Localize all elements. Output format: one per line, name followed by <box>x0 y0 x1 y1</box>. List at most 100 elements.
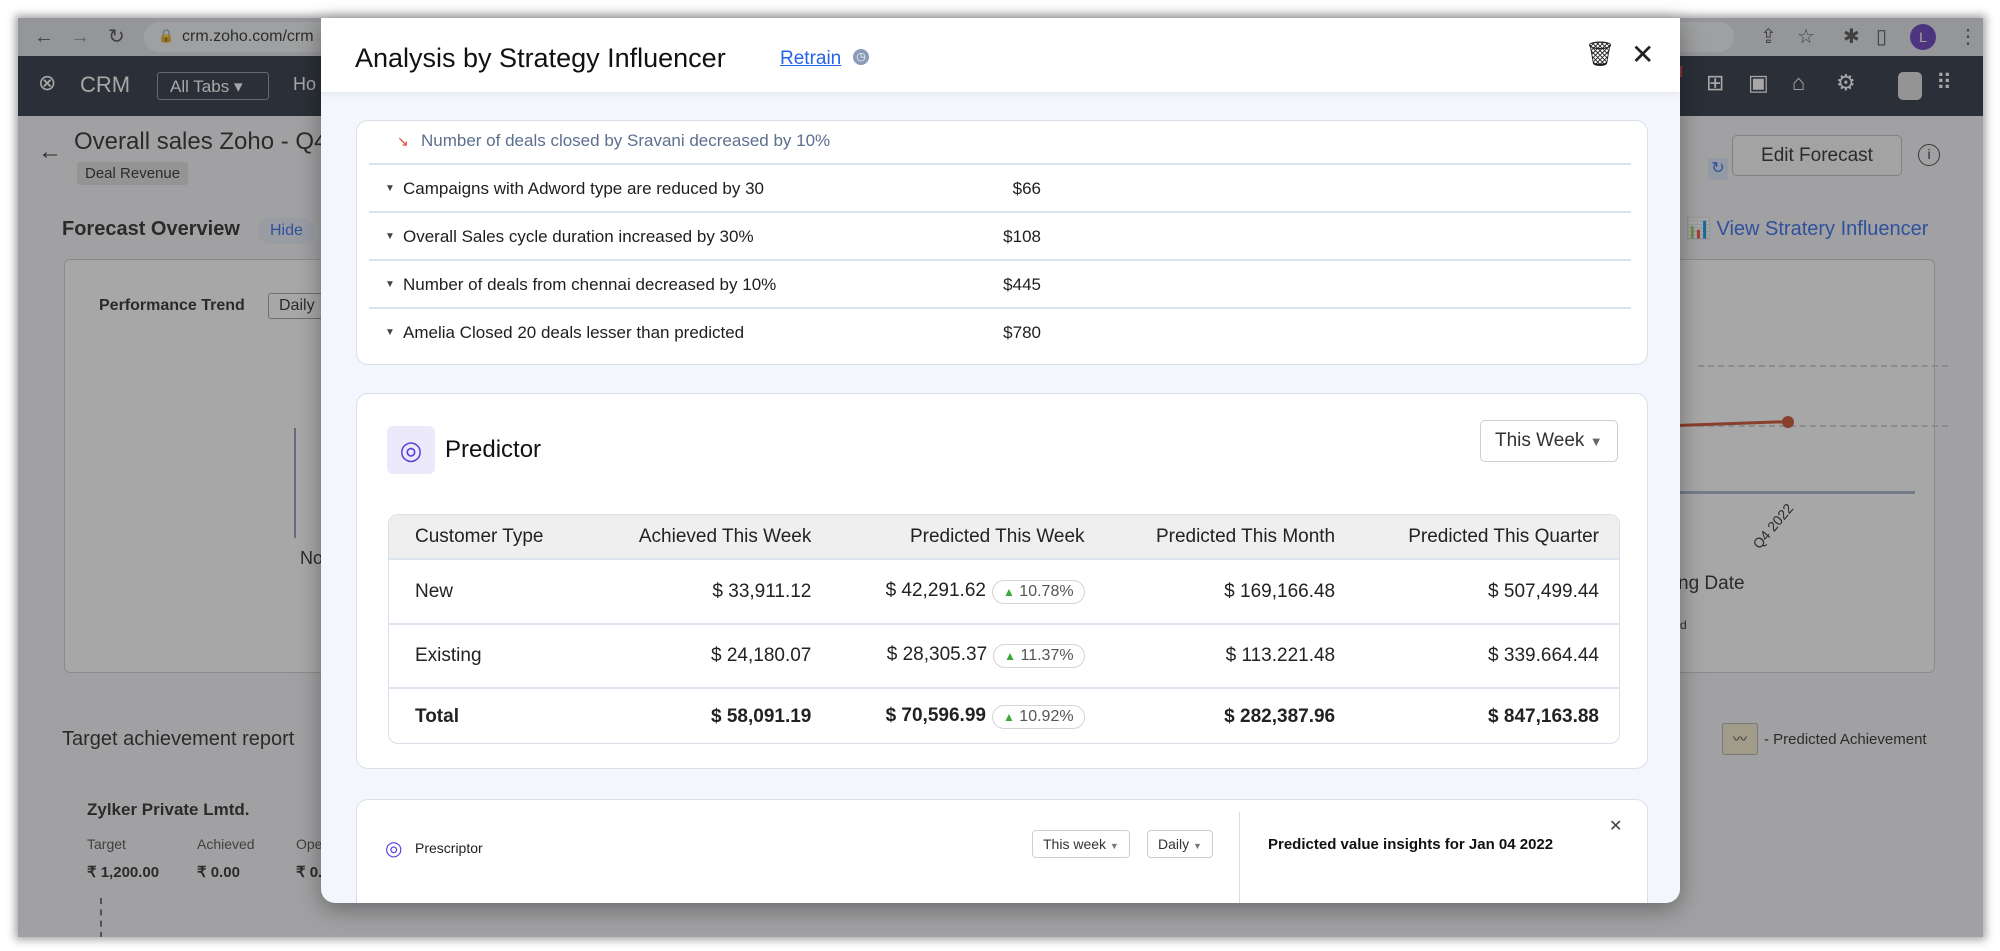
predicted-week-cell: $ 28,305.37 ▲ 11.37% <box>831 623 1105 688</box>
strategy-influencer-modal: Analysis by Strategy Influencer Retrain … <box>321 18 1680 903</box>
change-value: 10.92% <box>1019 707 1074 725</box>
extensions-icon[interactable]: ✱ <box>1843 26 1860 48</box>
create-icon[interactable]: ⊞ <box>1706 70 1725 95</box>
modal-header: Analysis by Strategy Influencer Retrain … <box>321 18 1680 92</box>
predicted-quarter: $ 339.664.44 <box>1355 623 1619 688</box>
predicted-quarter: $ 847,163.88 <box>1355 687 1619 743</box>
performance-trend-label: Performance Trend <box>99 297 245 314</box>
chart-x-label: No <box>300 548 324 568</box>
influencer-row[interactable]: ▼ Number of deals from chennai decreased … <box>369 259 1631 307</box>
settings-icon[interactable]: ⚙ <box>1836 70 1856 95</box>
gridline <box>1698 365 1948 367</box>
predictor-table: Customer Type Achieved This Week Predict… <box>388 514 1620 744</box>
arrow-up-icon: ▲ <box>1004 649 1017 663</box>
predicted-week-cell: $ 70,596.99 ▲ 10.92% <box>831 687 1105 743</box>
predictor-period-dropdown[interactable]: This Week ▼ <box>1480 420 1618 462</box>
influencer-label: Number of deals from chennai decreased b… <box>403 275 777 294</box>
change-badge: ▲ 10.92% <box>991 704 1085 729</box>
forward-icon[interactable]: → <box>70 26 90 48</box>
user-avatar[interactable] <box>1898 72 1922 100</box>
close-icon[interactable]: ✕ <box>1631 39 1655 70</box>
refresh-icon[interactable]: ↻ <box>1708 158 1728 180</box>
arrow-up-icon: ▲ <box>1002 709 1015 724</box>
influencer-value: $780 <box>1003 323 1041 342</box>
edit-forecast-button[interactable]: Edit Forecast <box>1732 135 1902 176</box>
profile-avatar[interactable]: L <box>1910 24 1936 50</box>
predicted-quarter: $ 507,499.44 <box>1355 558 1619 624</box>
close-insights-icon[interactable]: ✕ <box>1609 818 1623 835</box>
share-icon[interactable]: ⇪ <box>1760 26 1777 48</box>
hide-button[interactable]: Hide <box>258 218 315 244</box>
apps-grid-icon[interactable]: ⠿ <box>1936 70 1953 95</box>
chevron-down-icon: ▼ <box>1589 434 1603 449</box>
reload-icon[interactable]: ↻ <box>108 26 125 48</box>
col-customer-type: Customer Type <box>389 515 589 559</box>
predictor-title: Predictor <box>445 436 542 463</box>
achieved-week: $ 58,091.19 <box>588 687 832 743</box>
x-axis-title: ng Date <box>1678 573 1745 594</box>
info-icon[interactable]: i <box>1918 144 1940 166</box>
influencer-label: Amelia Closed 20 deals lesser than predi… <box>403 323 745 342</box>
col-predicted-week: Predicted This Week <box>831 515 1105 559</box>
delete-icon[interactable]: 🗑 <box>1585 41 1616 68</box>
all-tabs-label: All Tabs <box>170 77 230 96</box>
calendar-icon[interactable]: ▣ <box>1748 70 1769 95</box>
influencer-row[interactable]: ▼ Overall Sales cycle duration increased … <box>369 211 1631 259</box>
back-icon[interactable]: ← <box>34 26 54 48</box>
table-header-row: Customer Type Achieved This Week Predict… <box>389 515 1619 559</box>
divider <box>100 898 102 937</box>
page-title: Overall sales Zoho - Q4 <box>74 128 328 155</box>
prescriptor-period-label: This week <box>1043 836 1107 852</box>
view-strategy-influencer-link[interactable]: 📊 View Stratery Influencer <box>1686 216 1928 241</box>
retrain-link[interactable]: Retrain <box>780 48 842 69</box>
customer-type: Total <box>389 687 589 743</box>
predictor-icon: ◎ <box>387 426 435 474</box>
predicted-week: $ 28,305.37 <box>886 644 988 665</box>
chart-x-axis <box>1680 491 1915 494</box>
change-badge: ▲ 11.37% <box>993 644 1085 668</box>
influencer-value: $445 <box>1003 275 1041 294</box>
table-row: Existing $ 24,180.07 $ 28,305.37 ▲ 11.37%… <box>389 623 1619 688</box>
marketplace-icon[interactable]: ⌂ <box>1792 70 1806 95</box>
prescriptor-card: ◎ Prescriptor This week ▼ Daily ▼ Predic… <box>356 799 1648 903</box>
table-row-total: Total $ 58,091.19 $ 70,596.99 ▲ 10.92% $ … <box>389 687 1619 743</box>
url-text: crm.zoho.com/crm <box>182 28 314 45</box>
influencer-value: $66 <box>1012 179 1041 198</box>
predicted-achievement-legend: - Predicted Achievement <box>1764 731 1927 748</box>
zoho-logo-icon: ⊗ <box>38 70 57 95</box>
menu-icon[interactable]: ⋮ <box>1958 26 1978 48</box>
influencer-row[interactable]: ▼ Amelia Closed 20 deals lesser than pred… <box>369 307 1631 355</box>
table-row: New $ 33,911.12 $ 42,291.62 ▲ 10.78% $ 16… <box>389 558 1619 624</box>
change-value: 10.78% <box>1019 582 1074 600</box>
predicted-week-cell: $ 42,291.62 ▲ 10.78% <box>831 558 1105 624</box>
influencer-value: $108 <box>1003 227 1041 246</box>
clock-icon[interactable]: ◷ <box>853 49 869 65</box>
achieved-value: ₹ 0.00 <box>197 864 240 881</box>
change-value: 11.37% <box>1020 647 1074 664</box>
tab-home[interactable]: Ho <box>293 74 317 94</box>
achieved-label: Achieved <box>197 836 255 852</box>
target-label: Target <box>87 836 126 852</box>
top-influencer: Number of deals closed by Sravani decrea… <box>421 131 831 150</box>
chevron-down-icon: ▼ <box>1193 841 1202 851</box>
open-label: Ope <box>296 836 323 852</box>
influencer-row[interactable]: ▼ Campaigns with Adword type are reduced … <box>369 163 1631 211</box>
insights-title: Predicted value insights for Jan 04 2022 <box>1268 836 1554 853</box>
predicted-week: $ 70,596.99 <box>885 704 986 726</box>
prescriptor-period-dropdown[interactable]: This week ▼ <box>1032 830 1130 858</box>
predicted-month: $ 169,166.48 <box>1104 558 1356 624</box>
granularity-label: Daily <box>1158 836 1190 852</box>
lock-icon: 🔒 <box>158 28 175 43</box>
modal-title: Analysis by Strategy Influencer <box>355 43 726 73</box>
achieved-week: $ 33,911.12 <box>588 558 832 624</box>
back-arrow-icon[interactable]: ← <box>38 138 62 165</box>
star-icon[interactable]: ☆ <box>1797 26 1815 48</box>
customer-type: New <box>389 558 589 624</box>
granularity-dropdown[interactable]: Daily ▼ <box>1147 830 1213 858</box>
chevron-down-icon: ▼ <box>1109 841 1119 851</box>
all-tabs-button[interactable]: All Tabs ▾ <box>157 72 269 100</box>
chart-icon: 📊 <box>1686 218 1711 240</box>
customer-type: Existing <box>389 623 589 688</box>
sidepanel-icon[interactable]: ▯ <box>1876 26 1888 48</box>
caret-down-icon: ▼ <box>385 183 395 194</box>
